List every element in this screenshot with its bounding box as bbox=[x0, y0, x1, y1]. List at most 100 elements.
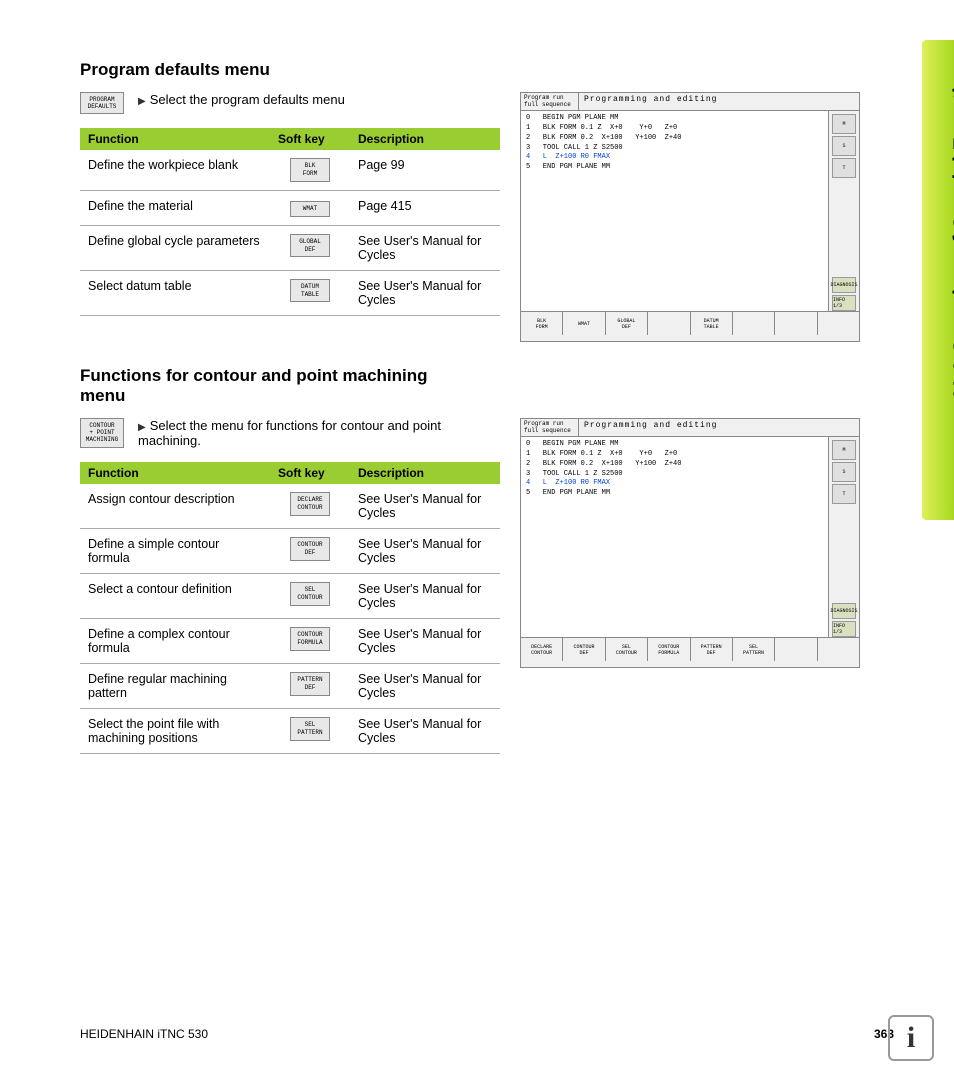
section2-intro: ▶Select the menu for functions for conto… bbox=[138, 418, 500, 448]
program-defaults-softkey: PROGRAM DEFAULTS bbox=[80, 92, 124, 114]
section1-heading: Program defaults menu bbox=[80, 60, 914, 80]
cell-description: See User's Manual for Cycles bbox=[350, 270, 500, 315]
cell-function: Define global cycle parameters bbox=[80, 225, 270, 270]
table-row: Select datum tableDATUM TABLESee User's … bbox=[80, 270, 500, 315]
m-icon: M bbox=[832, 440, 856, 460]
cell-description: Page 415 bbox=[350, 190, 500, 225]
th-description: Description bbox=[350, 462, 500, 484]
softkey bbox=[818, 312, 859, 335]
softkey: SEL PATTERN bbox=[733, 638, 775, 661]
softkey: BLK FORM bbox=[521, 312, 563, 335]
right-sidebar: M S T DIAGNOSIS INFO 1/3 bbox=[829, 437, 859, 637]
cell-description: See User's Manual for Cycles bbox=[350, 619, 500, 664]
softkey: DECLARE CONTOUR bbox=[521, 638, 563, 661]
softkey-row-2: DECLARE CONTOURCONTOUR DEFSEL CONTOURCON… bbox=[521, 637, 859, 661]
cell-softkey: DATUM TABLE bbox=[270, 270, 350, 315]
cell-function: Define a complex contour formula bbox=[80, 619, 270, 664]
table-row: Assign contour description DECLARE CONTOU… bbox=[80, 484, 500, 529]
softkey: WMAT bbox=[563, 312, 605, 335]
cell-description: See User's Manual for Cycles bbox=[350, 709, 500, 754]
cell-softkey: SEL CONTOUR bbox=[270, 574, 350, 619]
softkey bbox=[818, 638, 859, 661]
softkey bbox=[648, 312, 690, 335]
cell-softkey: GLOBAL DEF bbox=[270, 225, 350, 270]
table-program-defaults: Function Soft key Description Define the… bbox=[80, 128, 500, 315]
t-icon: T bbox=[832, 484, 856, 504]
info-btn: INFO 1/3 bbox=[832, 621, 856, 637]
th-function: Function bbox=[80, 462, 270, 484]
softkey-btn: CONTOUR DEF bbox=[290, 537, 330, 561]
cell-softkey: SEL PATTERN bbox=[270, 709, 350, 754]
right-sidebar: M S T DIAGNOSIS INFO 1/3 bbox=[829, 111, 859, 311]
cell-softkey: CONTOUR FORMULA bbox=[270, 619, 350, 664]
info-icon: i bbox=[888, 1015, 934, 1061]
cell-function: Select the point file with machining pos… bbox=[80, 709, 270, 754]
softkey-btn: DATUM TABLE bbox=[290, 279, 330, 303]
softkey-btn: DECLARE CONTOUR bbox=[290, 492, 330, 516]
th-softkey: Soft key bbox=[270, 462, 350, 484]
cell-function: Define regular machining pattern bbox=[80, 664, 270, 709]
arrow-icon: ▶ bbox=[138, 96, 146, 107]
cell-function: Assign contour description bbox=[80, 484, 270, 529]
screenshot-2: Program run full sequence Programming an… bbox=[520, 418, 860, 668]
diagnosis-btn: DIAGNOSIS bbox=[832, 277, 856, 293]
table-row: Define a complex contour formula CONTOUR … bbox=[80, 619, 500, 664]
s-icon: S bbox=[832, 136, 856, 156]
softkey: CONTOUR DEF bbox=[563, 638, 605, 661]
code-area: 0 BEGIN PGM PLANE MM 1 BLK FORM 0.1 Z X+… bbox=[521, 437, 829, 637]
cell-description: See User's Manual for Cycles bbox=[350, 664, 500, 709]
mode-left: Program run full sequence bbox=[521, 419, 579, 436]
cell-softkey: WMAT bbox=[270, 190, 350, 225]
cell-softkey: DECLARE CONTOUR bbox=[270, 484, 350, 529]
cell-description: See User's Manual for Cycles bbox=[350, 484, 500, 529]
softkey-btn: WMAT bbox=[290, 201, 330, 217]
screenshot-1: Program run full sequence Programming an… bbox=[520, 92, 860, 342]
cell-description: See User's Manual for Cycles bbox=[350, 574, 500, 619]
table-row: Define global cycle parameters GLOBAL DEF… bbox=[80, 225, 500, 270]
cell-function: Define a simple contour formula bbox=[80, 529, 270, 574]
cell-softkey: PATTERN DEF bbox=[270, 664, 350, 709]
mode-left: Program run full sequence bbox=[521, 93, 579, 110]
table-row: Define the material WMAT Page 415 bbox=[80, 190, 500, 225]
softkey: GLOBAL DEF bbox=[606, 312, 648, 335]
table-row: Select the point file with machining pos… bbox=[80, 709, 500, 754]
softkey-btn: SEL CONTOUR bbox=[290, 582, 330, 606]
softkey: CONTOUR FORMULA bbox=[648, 638, 690, 661]
table-row: Define regular machining pattern PATTERN … bbox=[80, 664, 500, 709]
m-icon: M bbox=[832, 114, 856, 134]
softkey bbox=[775, 638, 817, 661]
softkey-btn: GLOBAL DEF bbox=[290, 234, 330, 258]
cell-description: See User's Manual for Cycles bbox=[350, 225, 500, 270]
section1-intro: ▶Select the program defaults menu bbox=[138, 92, 345, 107]
softkey: SEL CONTOUR bbox=[606, 638, 648, 661]
softkey-btn: SEL PATTERN bbox=[290, 717, 330, 741]
softkey: PATTERN DEF bbox=[691, 638, 733, 661]
t-icon: T bbox=[832, 158, 856, 178]
softkey bbox=[733, 312, 775, 335]
cell-description: Page 99 bbox=[350, 150, 500, 190]
th-description: Description bbox=[350, 128, 500, 150]
table-row: Define the workpiece blankBLK FORMPage 9… bbox=[80, 150, 500, 190]
cell-function: Define the material bbox=[80, 190, 270, 225]
softkey bbox=[775, 312, 817, 335]
softkey-btn: CONTOUR FORMULA bbox=[290, 627, 330, 651]
mode-right: Programming and editing bbox=[579, 93, 859, 110]
info-btn: INFO 1/3 bbox=[832, 295, 856, 311]
footer-left: HEIDENHAIN iTNC 530 bbox=[80, 1027, 208, 1041]
th-function: Function bbox=[80, 128, 270, 150]
mode-right: Programming and editing bbox=[579, 419, 859, 436]
cell-description: See User's Manual for Cycles bbox=[350, 529, 500, 574]
table-row: Define a simple contour formula CONTOUR D… bbox=[80, 529, 500, 574]
s-icon: S bbox=[832, 462, 856, 482]
table-row: Select a contour definition SEL CONTOUR Se… bbox=[80, 574, 500, 619]
cell-softkey: CONTOUR DEF bbox=[270, 529, 350, 574]
side-heading: 11.1 Overview of Special Functions bbox=[950, 50, 954, 400]
table-contour-point: Function Soft key Description Assign con… bbox=[80, 462, 500, 754]
diagnosis-btn: DIAGNOSIS bbox=[832, 603, 856, 619]
arrow-icon: ▶ bbox=[138, 422, 146, 433]
cell-function: Select a contour definition bbox=[80, 574, 270, 619]
softkey-btn: PATTERN DEF bbox=[290, 672, 330, 696]
th-softkey: Soft key bbox=[270, 128, 350, 150]
softkey-btn: BLK FORM bbox=[290, 158, 330, 182]
cell-softkey: BLK FORM bbox=[270, 150, 350, 190]
